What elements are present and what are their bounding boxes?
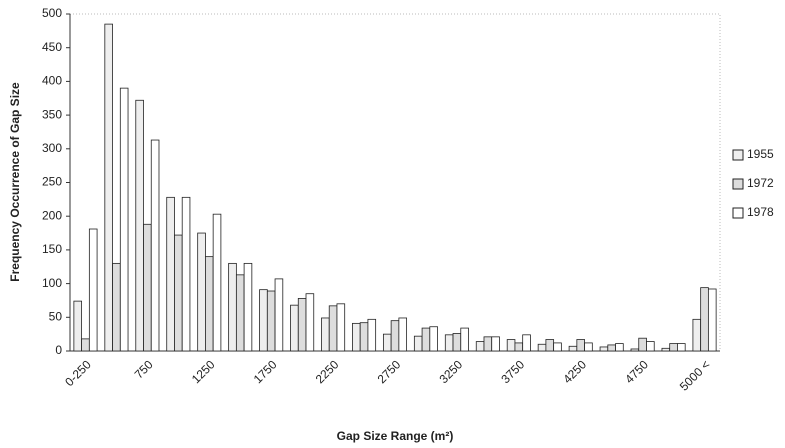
bar [483,336,493,352]
bar [429,326,438,352]
x-tick-label: 750 [132,357,156,381]
bar [336,303,346,352]
y-tick-label: 450 [42,40,62,54]
bar [104,23,113,352]
y-tick-label: 250 [42,175,62,189]
bar [452,333,462,352]
x-tick-label: 0-250 [62,357,94,389]
bar [460,327,469,352]
bar [228,262,237,352]
bar [506,339,516,352]
bar [119,87,129,352]
bar [305,293,315,352]
bar [382,333,392,352]
y-tick-label: 300 [42,141,62,155]
y-tick-label: 500 [42,6,62,20]
bar [328,305,338,352]
bar [150,139,160,352]
y-axis-title: Frequency Occurrence of Gap Size [8,82,22,282]
bar [522,334,531,352]
bar [367,318,377,352]
bar [568,345,578,352]
bar [421,327,431,352]
bar [290,304,299,352]
bar [266,290,276,352]
x-tick-label: 3250 [436,357,465,386]
bar [398,317,408,352]
legend-swatch [732,178,744,190]
bar [81,338,90,352]
bar [599,346,609,352]
bar [661,347,671,352]
bar [297,298,307,352]
y-tick-label: 400 [42,74,62,88]
bar [646,341,655,352]
bar [475,341,485,352]
x-axis-title: Gap Size Range (m²) [337,429,454,443]
bar [212,213,222,352]
bar [677,343,686,352]
bar [235,274,245,352]
bar [669,343,678,352]
bar [576,339,585,352]
bar [112,262,121,352]
y-tick-label: 100 [42,276,62,290]
y-tick-label: 350 [42,107,62,121]
x-tick-label: 1250 [189,357,218,386]
bar [181,196,191,352]
bar [514,342,524,352]
bar [197,232,206,352]
x-tick-label: 2750 [375,357,404,386]
bar [413,335,423,352]
y-tick-label: 150 [42,242,62,256]
x-tick-label: 2250 [313,357,342,386]
bar [259,289,268,352]
bar [607,344,616,352]
x-tick-label: 3750 [498,357,527,386]
bar [166,196,175,352]
bar [143,223,152,352]
bar [491,336,500,352]
bar [700,287,709,352]
x-tick-label: 5000 < [677,357,713,393]
bar [352,322,361,352]
y-tick-label: 0 [55,343,62,357]
x-tick-label: 4250 [560,357,589,386]
bar [553,342,562,352]
bar [584,342,593,352]
bar [274,278,284,352]
bar [321,317,330,352]
bar [390,320,400,352]
legend-swatch [732,149,744,161]
y-tick-label: 200 [42,208,62,222]
legend-swatch [732,207,744,219]
bar [174,234,183,352]
bar [707,288,717,352]
bar [630,348,640,352]
bar [638,337,647,352]
x-tick-label: 1750 [251,357,280,386]
bar [545,339,555,352]
legend-label: 1955 [747,147,774,161]
x-tick-label: 4750 [622,357,651,386]
y-tick-label: 50 [49,309,63,323]
bar [692,318,702,352]
bar [205,256,214,352]
bar [88,228,98,352]
bar [73,300,83,352]
bar [243,262,253,352]
legend-label: 1978 [747,205,774,219]
bar [537,343,547,352]
bar [615,343,624,352]
bar [444,334,454,352]
bar [135,99,144,352]
bar [359,322,369,352]
legend-label: 1972 [747,176,774,190]
